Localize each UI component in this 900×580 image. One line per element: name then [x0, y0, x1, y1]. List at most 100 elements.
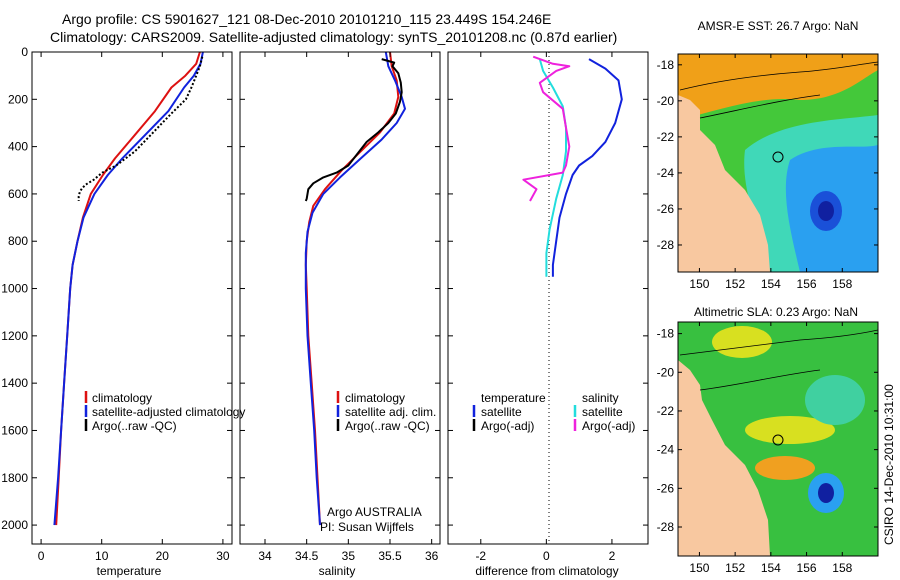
salinity-legend-argo: Argo(..raw -QC): [345, 419, 430, 433]
sla-xtick-label: 154: [761, 561, 781, 575]
salinity-series-0: [304, 52, 400, 526]
sla-orange-patch: [755, 456, 815, 480]
difference-legend-sal-argo: Argo(-adj): [582, 419, 635, 433]
sla-cyan-patch-east: [805, 375, 865, 425]
sst-argo-location-marker: [772, 151, 784, 163]
sla-map-field: [678, 322, 878, 556]
sla-ytick-label: -20: [657, 365, 675, 379]
temperature-ytick-label: 1800: [1, 471, 28, 485]
sla-land-mask: [678, 322, 770, 556]
sla-ytick-label: -28: [657, 520, 675, 534]
sst-land-mask: [678, 54, 770, 272]
salinity-axes-frame: [239, 51, 441, 545]
side-credit-timestamp: CSIRO 14-Dec-2010 10:31:00: [882, 384, 896, 545]
temperature-legend-climatology: climatology: [92, 391, 152, 405]
sst-ytick-label: -22: [657, 130, 675, 144]
difference-profile-panel: -2 0 2 difference from climatology tempera…: [447, 51, 649, 578]
temperature-ytick-label: 600: [8, 187, 28, 201]
temperature-xtick-label: 20: [156, 549, 170, 563]
sla-map-panel: Altimetric SLA: 0.23 Argo: NaN 150 152 154…: [657, 305, 879, 575]
temperature-ytick-label: 0: [21, 45, 28, 59]
figure-title-line-1: Argo profile: CS 5901627_121 08-Dec-2010…: [62, 11, 551, 27]
temperature-series-layer: [53, 52, 204, 526]
sst-ytick-label: -26: [657, 202, 675, 216]
salinity-series-layer: [304, 52, 406, 526]
sla-ytick-label: -24: [657, 443, 675, 457]
sst-map-frame: [677, 53, 879, 273]
temperature-xtick-label: 0: [38, 549, 45, 563]
salinity-annotation-institution: Argo AUSTRALIA: [327, 505, 422, 519]
salinity-xlabel: salinity: [319, 564, 356, 578]
salinity-xtick-label: 34: [258, 549, 272, 563]
sla-ytick-label: -22: [657, 404, 675, 418]
difference-series-0: [551, 58, 623, 277]
difference-legend-title-temperature: temperature: [481, 391, 546, 405]
sla-xtick-label: 150: [689, 561, 709, 575]
temperature-ytick-label: 200: [8, 92, 28, 106]
difference-xtick-label: 0: [543, 549, 550, 563]
sla-tick-layer: 150 152 154 156 158 -18 -20 -22 -24 -26 -28: [657, 322, 878, 575]
sla-argo-location-marker: [772, 434, 784, 446]
temperature-ytick-label: 1000: [1, 282, 28, 296]
sla-low-eddy-core: [818, 483, 834, 503]
temperature-ytick-label: 1600: [1, 423, 28, 437]
difference-series-3: [522, 55, 571, 202]
sst-ytick-label: -28: [657, 238, 675, 252]
sst-map-field: [678, 54, 878, 272]
temperature-ytick-label: 800: [8, 234, 28, 248]
salinity-profile-panel: 34 34.5 35 35.5 36 salinity climatology sate…: [239, 51, 441, 578]
temperature-xtick-label: 30: [216, 549, 230, 563]
sla-yellow-patch-middle: [745, 416, 835, 444]
sst-tick-layer: 150 152 154 156 158 -18 -20 -22 -24 -26 -28: [657, 54, 878, 291]
salinity-tick-layer: 34 34.5 35 35.5 36: [240, 51, 440, 563]
sla-yellow-patch-north: [712, 326, 772, 358]
salinity-xtick-label: 34.5: [295, 549, 319, 563]
temperature-ytick-label: 400: [8, 140, 28, 154]
temperature-xtick-label: 10: [95, 549, 109, 563]
difference-legend-sal-satellite: satellite: [582, 405, 623, 419]
sla-xtick-label: 156: [797, 561, 817, 575]
temperature-legend-satellite-adjusted: satellite-adjusted climatology: [92, 405, 245, 419]
sla-map-frame: [677, 321, 879, 557]
salinity-series-1: [304, 52, 406, 526]
sla-ytick-label: -26: [657, 481, 675, 495]
sst-map-panel: AMSR-E SST: 26.7 Argo: NaN 150 152 154 156 1…: [657, 19, 879, 291]
sla-ytick-label: -18: [657, 327, 675, 341]
sst-xtick-label: 154: [761, 277, 781, 291]
sla-xtick-label: 152: [725, 561, 745, 575]
sla-xtick-label: 158: [832, 561, 852, 575]
temperature-ytick-label: 1400: [1, 376, 28, 390]
difference-xtick-label: 2: [609, 549, 616, 563]
difference-axes-frame: [447, 51, 649, 545]
difference-series-2: [538, 58, 567, 277]
temperature-series-0: [55, 52, 201, 526]
sla-contour: [679, 329, 878, 391]
sst-contour: [679, 61, 878, 119]
difference-legend-temp-satellite: satellite: [481, 405, 522, 419]
difference-series-layer: [522, 55, 623, 277]
difference-legend-temp-argo: Argo(-adj): [481, 419, 534, 433]
salinity-annotation-pi: PI: Susan Wijffels: [320, 520, 414, 534]
difference-tick-layer: -2 0 2: [448, 51, 648, 563]
difference-legend: temperature satellite Argo(-adj) salinit…: [472, 391, 635, 433]
salinity-xtick-label: 36: [425, 549, 439, 563]
sst-cold-core-inner: [818, 201, 834, 221]
sst-xtick-label: 158: [832, 277, 852, 291]
difference-legend-title-salinity: salinity: [582, 391, 619, 405]
temperature-axes-frame: [31, 51, 233, 545]
temperature-tick-layer: 0 10 20 30 0 200 400 600 800 1000 1200 1400 1600 1800…: [1, 45, 232, 563]
sla-map-title: Altimetric SLA: 0.23 Argo: NaN: [694, 305, 858, 319]
sst-ytick-label: -20: [657, 94, 675, 108]
temperature-profile-panel: 0 10 20 30 0 200 400 600 800 1000 1200 1400 1600 1800…: [1, 45, 245, 578]
salinity-legend-satellite-adj: satellite adj. clim.: [345, 405, 436, 419]
salinity-series-2: [304, 58, 403, 202]
temperature-series-2: [77, 56, 204, 201]
salinity-legend-climatology: climatology: [345, 391, 405, 405]
sst-xtick-label: 152: [725, 277, 745, 291]
salinity-xtick-label: 35.5: [378, 549, 402, 563]
sst-map-title: AMSR-E SST: 26.7 Argo: NaN: [698, 19, 859, 33]
salinity-legend: climatology satellite adj. clim. Argo(..…: [336, 391, 436, 433]
sst-xtick-label: 156: [797, 277, 817, 291]
temperature-ytick-label: 2000: [1, 518, 28, 532]
